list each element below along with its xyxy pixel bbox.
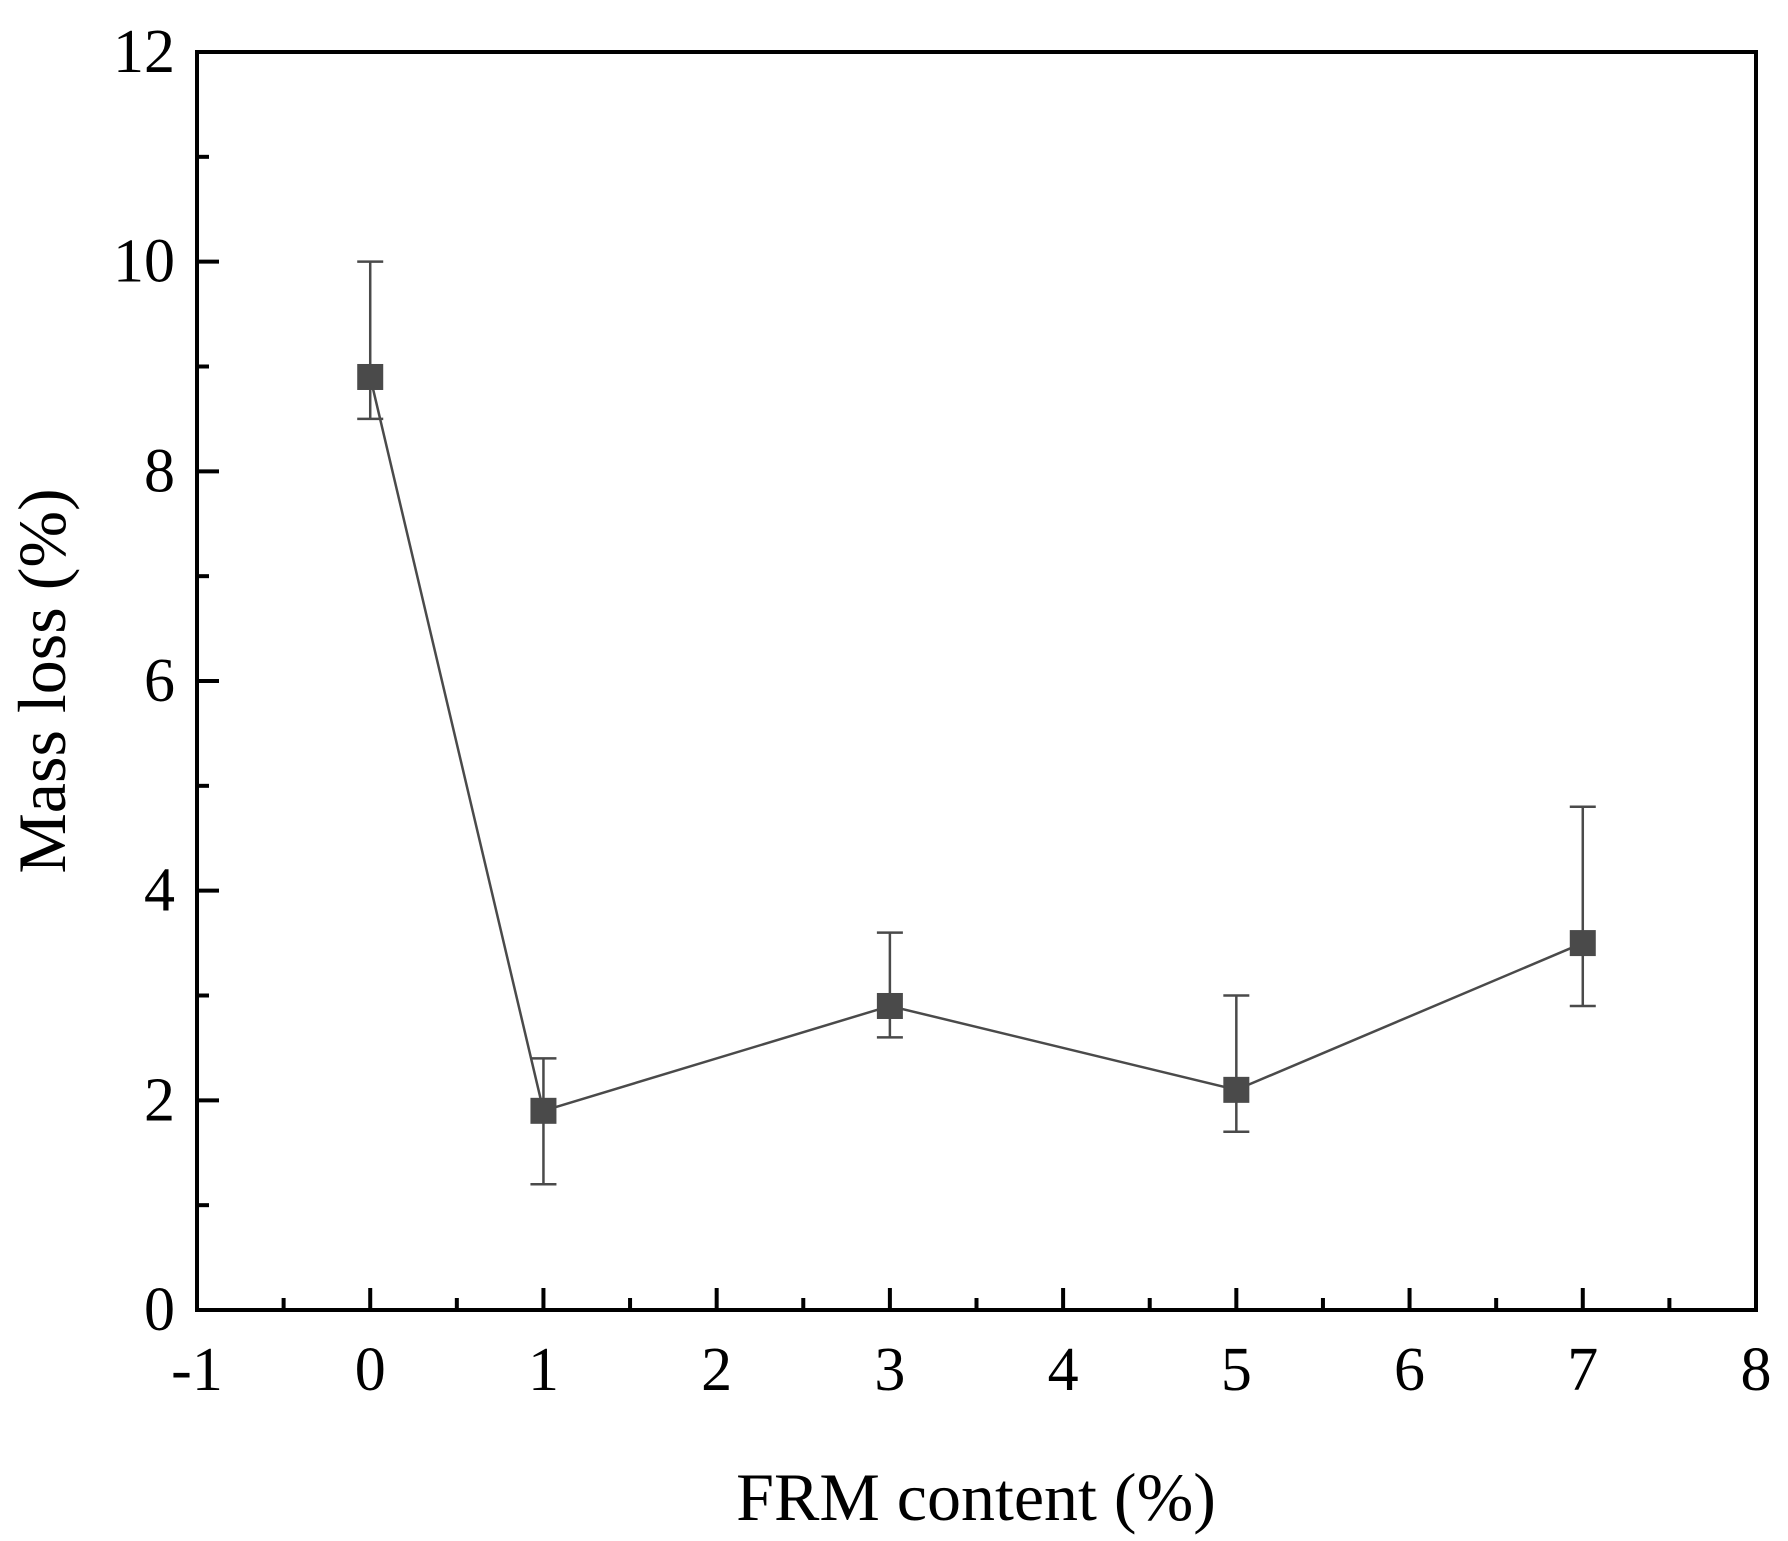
- data-point-marker: [1569, 930, 1596, 957]
- data-point-marker: [530, 1097, 557, 1124]
- x-tick-label: 5: [1221, 1336, 1252, 1404]
- x-tick-label: 0: [355, 1336, 386, 1404]
- plot-frame: [195, 50, 1758, 1312]
- x-tick-label: 2: [701, 1336, 732, 1404]
- series-line: [369, 376, 1584, 1113]
- x-tick-label: 6: [1394, 1336, 1425, 1404]
- data-point-marker: [876, 992, 903, 1019]
- y-tick-label: 10: [113, 228, 175, 296]
- data-point-marker: [1223, 1076, 1250, 1103]
- x-axis: -1 0 1 2 3 4 5 6 7 8: [171, 1288, 1772, 1404]
- y-tick-label: 2: [144, 1066, 175, 1134]
- x-tick-label: 3: [874, 1336, 905, 1404]
- y-tick-label: 12: [113, 18, 175, 86]
- x-axis-label: FRM content (%): [736, 1459, 1216, 1535]
- y-tick-label: 0: [144, 1276, 175, 1344]
- x-tick-label: 1: [528, 1336, 559, 1404]
- x-tick-label: 7: [1567, 1336, 1598, 1404]
- y-tick-label: 6: [144, 647, 175, 715]
- y-tick-label: 4: [144, 857, 175, 925]
- x-tick-label: 4: [1048, 1336, 1079, 1404]
- y-axis-label: Mass loss (%): [4, 488, 80, 873]
- y-tick-label: 8: [144, 437, 175, 505]
- x-tick-label: -1: [171, 1336, 223, 1404]
- data-point-marker: [357, 363, 384, 390]
- series-layer: [357, 260, 1596, 1186]
- y-axis: 0 2 4 6 8 10 12: [113, 18, 219, 1344]
- x-tick-label: 8: [1741, 1336, 1772, 1404]
